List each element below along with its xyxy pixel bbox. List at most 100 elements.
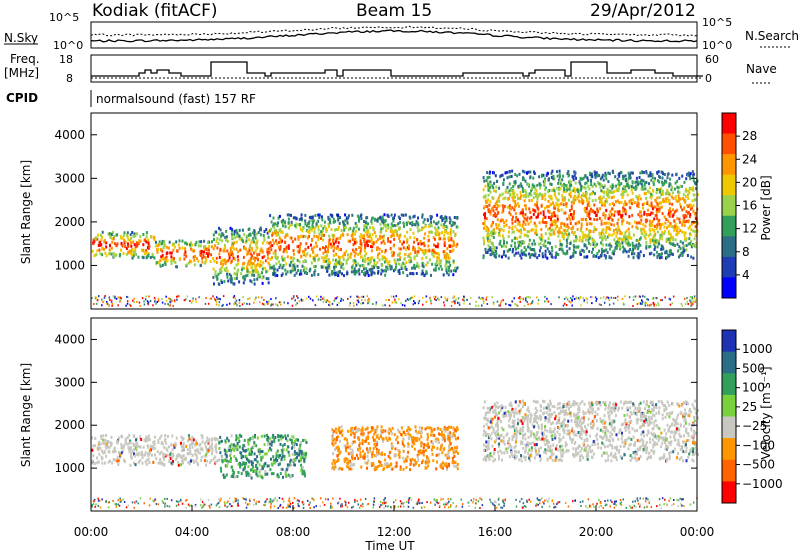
scatter-cell bbox=[535, 228, 538, 232]
scatter-cell bbox=[499, 193, 502, 197]
scatter-cell bbox=[521, 169, 524, 173]
scatter-cell bbox=[185, 254, 188, 258]
scatter-cell bbox=[422, 220, 425, 224]
scatter-cell bbox=[483, 179, 486, 183]
scatter-cell bbox=[564, 302, 566, 305]
scatter-cell bbox=[308, 234, 310, 238]
scatter-cell bbox=[230, 280, 233, 284]
scatter-cell bbox=[203, 250, 205, 254]
scatter-cell bbox=[202, 245, 205, 249]
scatter-cell bbox=[92, 454, 95, 458]
scatter-cell bbox=[229, 247, 232, 251]
scatter-cell bbox=[610, 223, 613, 227]
scatter-cell bbox=[443, 233, 446, 237]
scatter-cell bbox=[446, 299, 448, 302]
scatter-cell bbox=[527, 245, 530, 249]
scatter-cell bbox=[302, 299, 304, 302]
scatter-cell bbox=[416, 225, 419, 229]
scatter-cell bbox=[289, 438, 292, 442]
scatter-cell bbox=[364, 241, 367, 245]
scatter-cell bbox=[220, 234, 223, 238]
scatter-cell bbox=[205, 452, 208, 456]
scatter-cell bbox=[96, 249, 99, 253]
scatter-cell bbox=[636, 303, 639, 306]
scatter-cell bbox=[364, 271, 367, 275]
scatter-cell bbox=[452, 273, 455, 277]
scatter-cell bbox=[501, 173, 504, 177]
scatter-cell bbox=[641, 232, 644, 236]
scatter-cell bbox=[277, 434, 279, 438]
scatter-cell bbox=[574, 181, 577, 185]
scatter-cell bbox=[320, 295, 322, 298]
scatter-cell bbox=[413, 263, 416, 267]
scatter-cell bbox=[486, 251, 489, 254]
scatter-cell bbox=[345, 216, 348, 220]
scatter-cell bbox=[600, 200, 603, 204]
scatter-cell bbox=[321, 229, 324, 233]
scatter-cell bbox=[616, 228, 618, 232]
scatter-cell bbox=[664, 296, 666, 299]
scatter-cell bbox=[529, 220, 532, 224]
scatter-cell bbox=[447, 269, 450, 273]
scatter-cell bbox=[222, 295, 225, 298]
scatter-cell bbox=[525, 192, 528, 196]
scatter-cell bbox=[550, 171, 553, 175]
scatter-cell bbox=[362, 302, 364, 305]
scatter-cell bbox=[534, 224, 537, 228]
scatter-cell bbox=[438, 236, 441, 240]
scatter-cell bbox=[132, 299, 134, 302]
scatter-cell bbox=[154, 298, 156, 301]
scatter-cell bbox=[280, 458, 283, 462]
scatter-cell bbox=[558, 231, 561, 235]
scatter-cell bbox=[210, 459, 213, 462]
scatter-cell bbox=[293, 450, 296, 454]
scatter-cell bbox=[287, 246, 290, 250]
scatter-cell bbox=[261, 302, 264, 305]
scatter-cell bbox=[483, 223, 486, 227]
scatter-cell bbox=[155, 302, 157, 305]
scatter-cell bbox=[304, 455, 307, 459]
scatter-cell bbox=[621, 298, 624, 300]
scatter-cell bbox=[299, 443, 302, 447]
scatter-cell bbox=[245, 470, 248, 474]
scatter-cell bbox=[267, 281, 270, 285]
scatter-cell bbox=[555, 253, 558, 257]
scatter-cell bbox=[226, 275, 229, 279]
scatter-cell bbox=[497, 224, 500, 228]
scatter-cell bbox=[537, 302, 539, 305]
scatter-cell bbox=[383, 213, 386, 217]
scatter-cell bbox=[343, 274, 345, 278]
scatter-cell bbox=[637, 256, 640, 260]
scatter-cell bbox=[361, 264, 364, 267]
scatter-cell bbox=[107, 460, 110, 464]
scatter-cell bbox=[172, 305, 174, 307]
scatter-cell bbox=[264, 472, 267, 476]
scatter-cell bbox=[653, 205, 656, 209]
scatter-cell bbox=[544, 232, 547, 236]
scatter-cell bbox=[401, 304, 404, 306]
scatter-cell bbox=[565, 296, 567, 299]
scatter-cell bbox=[218, 458, 221, 462]
scatter-cell bbox=[417, 242, 420, 246]
scatter-cell bbox=[147, 253, 150, 257]
scatter-cell bbox=[363, 224, 366, 228]
scatter-cell bbox=[551, 223, 554, 227]
scatter-cell bbox=[281, 444, 284, 448]
nsearch-label: N.Search bbox=[745, 29, 799, 43]
scatter-cell bbox=[670, 235, 673, 239]
scatter-cell bbox=[174, 442, 177, 446]
scatter-cell bbox=[635, 184, 637, 188]
scatter-cell bbox=[125, 442, 128, 446]
scatter-cell bbox=[305, 440, 308, 444]
scatter-cell bbox=[498, 186, 501, 190]
scatter-cell bbox=[529, 170, 532, 174]
scatter-cell bbox=[650, 251, 653, 255]
scatter-cell bbox=[369, 268, 372, 272]
scatter-cell bbox=[117, 459, 120, 463]
scatter-cell bbox=[232, 247, 235, 251]
scatter-cell bbox=[185, 263, 188, 267]
scatter-cell bbox=[544, 300, 546, 303]
scatter-cell bbox=[163, 457, 165, 461]
scatter-cell bbox=[660, 256, 663, 259]
scatter-cell bbox=[144, 298, 147, 301]
